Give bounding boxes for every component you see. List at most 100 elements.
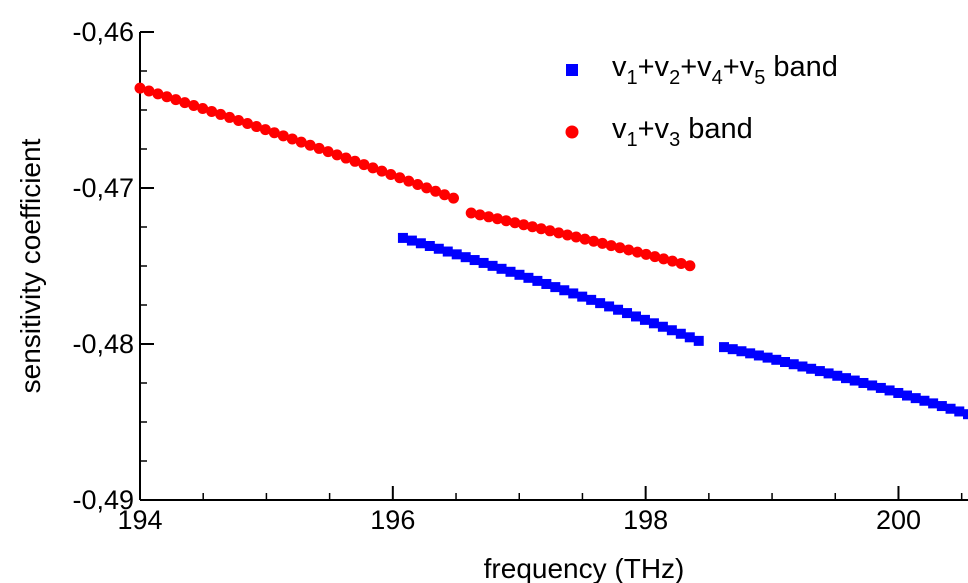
data-point [532, 275, 543, 286]
data-point [559, 285, 570, 296]
data-point [544, 225, 556, 237]
legend-label: v1+v3 band [612, 113, 753, 151]
data-point [500, 215, 512, 227]
legend-item-1: v1+v2+v4+v5 band [566, 51, 838, 89]
y-tick-label: -0,48 [72, 329, 134, 359]
data-point [415, 238, 426, 249]
data-point [406, 235, 417, 246]
legend-label: v1+v2+v4+v5 band [612, 51, 838, 89]
data-point [910, 393, 921, 404]
data-point [640, 248, 652, 260]
data-point [658, 253, 670, 265]
data-point [460, 252, 471, 263]
data-point [448, 192, 460, 204]
data-point [893, 387, 904, 398]
data-point [250, 121, 262, 133]
data-point [596, 237, 608, 249]
data-point [936, 401, 947, 412]
y-tick-label: -0,46 [72, 17, 134, 47]
data-point [550, 282, 561, 293]
legend-marker-square [566, 64, 578, 76]
data-point [465, 207, 477, 219]
data-point [849, 375, 860, 386]
data-point [286, 133, 298, 145]
data-point [424, 241, 435, 252]
data-point [631, 246, 643, 258]
data-point [648, 318, 659, 329]
data-point [197, 102, 209, 114]
data-point [736, 346, 747, 357]
ticks: 194 196 198 200 -0,46 -0,47 -0,48 -0,49 [72, 17, 963, 535]
data-point [170, 94, 182, 106]
data-point [684, 332, 695, 343]
data-point [179, 97, 191, 109]
data-point [143, 85, 155, 97]
data-point [902, 390, 913, 401]
data-point [313, 142, 325, 154]
data-point [421, 182, 433, 194]
data-point [535, 223, 547, 235]
data-point [579, 233, 591, 245]
data-point [340, 152, 352, 164]
data-point [649, 251, 661, 263]
data-point [188, 100, 200, 112]
data-point [675, 328, 686, 339]
y-axis-label: sensitivity coefficient [15, 138, 46, 393]
data-point [570, 231, 582, 243]
data-point [745, 348, 756, 359]
data-point [858, 377, 869, 388]
x-tick-label: 200 [876, 505, 921, 535]
data-point [295, 136, 307, 148]
data-point [675, 257, 687, 269]
data-point [514, 269, 525, 280]
data-point [469, 255, 480, 266]
data-point [823, 368, 834, 379]
data-point [666, 325, 677, 336]
data-point [797, 361, 808, 372]
data-point [134, 82, 146, 94]
data-point [442, 246, 453, 257]
data-point [762, 352, 773, 363]
y-tick-label: -0,49 [72, 485, 134, 515]
data-point [875, 382, 886, 393]
data-point [753, 350, 764, 361]
data-point [433, 243, 444, 254]
data-point [451, 249, 462, 260]
x-tick-label: 196 [370, 505, 415, 535]
data-point [505, 266, 516, 277]
data-point [491, 213, 503, 225]
data-point [483, 211, 495, 223]
data-point [541, 278, 552, 289]
data-point [394, 172, 406, 184]
data-point [630, 311, 641, 322]
data-point [919, 395, 930, 406]
data-point [523, 272, 534, 283]
data-point [161, 91, 173, 103]
data-point [727, 344, 738, 355]
data-point [322, 146, 334, 158]
data-point [412, 179, 424, 191]
data-point [367, 162, 379, 174]
data-point [832, 370, 843, 381]
data-point [623, 244, 635, 256]
data-point [613, 304, 624, 315]
data-point [693, 335, 704, 346]
x-tick-label: 198 [623, 505, 668, 535]
data-point [771, 354, 782, 365]
data-point [605, 240, 617, 252]
data-point [945, 403, 956, 414]
data-point [518, 219, 530, 231]
legend-marker-circle [565, 125, 579, 139]
data-point [788, 359, 799, 370]
data-point [963, 409, 968, 420]
data-point [496, 263, 507, 274]
data-point [604, 301, 615, 312]
data-point [358, 159, 370, 171]
data-point [577, 291, 588, 302]
data-point [233, 114, 245, 126]
data-point [614, 242, 626, 254]
data-point [397, 232, 408, 243]
data-point [215, 108, 227, 120]
data-point [241, 117, 253, 129]
